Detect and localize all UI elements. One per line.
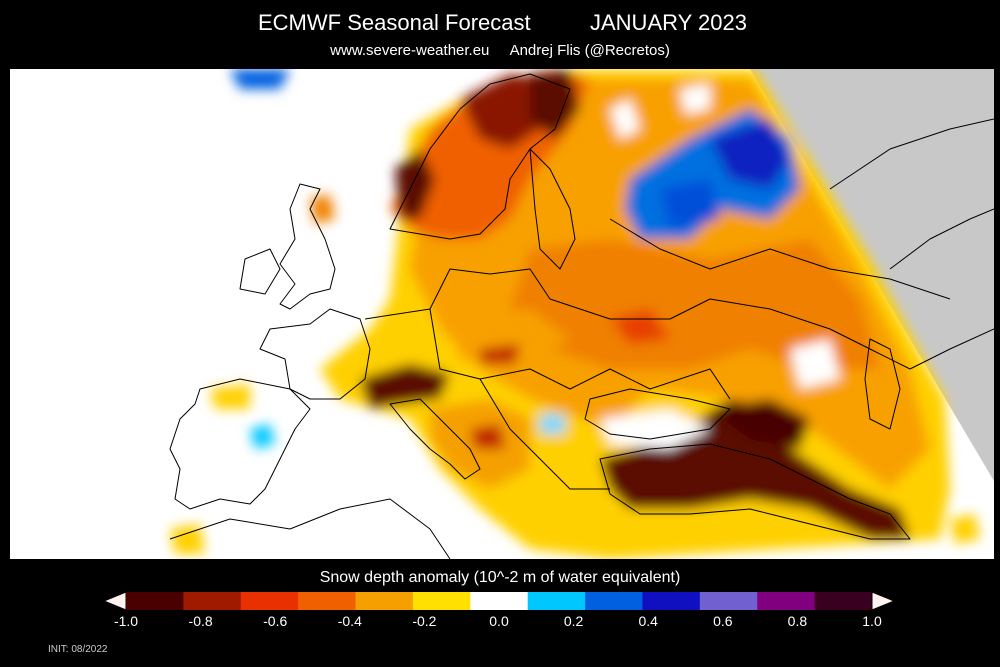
colorbar-right-arrow xyxy=(871,591,896,611)
forecast-month: JANUARY 2023 xyxy=(590,10,747,35)
colorbar-cell xyxy=(412,592,471,610)
legend-title: Snow depth anomaly (10^-2 m of water equ… xyxy=(319,569,681,586)
coastlines-borders xyxy=(169,73,994,559)
colorbar-cells xyxy=(126,592,873,610)
init-date: INIT: 08/2022 xyxy=(48,644,108,655)
snow-anomaly-map xyxy=(10,69,994,559)
colorbar-tick-label: -0.8 xyxy=(188,613,213,629)
colorbar-cell xyxy=(757,592,816,610)
site-url[interactable]: www.severe-weather.eu xyxy=(330,42,490,59)
colorbar-tick-label: 0.4 xyxy=(638,613,658,629)
colorbar-cell xyxy=(183,592,242,610)
title-bar: ECMWF Seasonal Forecast JANUARY 2023 xyxy=(0,10,1000,38)
map-title: ECMWF Seasonal Forecast xyxy=(258,10,531,35)
credits-line: www.severe-weather.eu Andrej Flis (@Recr… xyxy=(0,42,1000,59)
colorbar-cell xyxy=(527,592,586,610)
colorbar-cell xyxy=(699,592,758,610)
colorbar-ticks: -1.0 -0.8 -0.6 -0.4 -0.2 0.0 0.2 0.4 0.6 0.8 1.0 xyxy=(0,613,1000,633)
colorbar-tick-label: -1.0 xyxy=(113,613,139,629)
colorbar-cell xyxy=(126,592,184,610)
colorbar-cell xyxy=(642,592,701,610)
colorbar-tick-label: -0.4 xyxy=(337,613,362,629)
colorbar-cell xyxy=(814,592,873,610)
colorbar-left-arrow xyxy=(102,591,127,611)
colorbar-tick-label: 0.0 xyxy=(489,613,509,629)
colorbar-cell xyxy=(585,592,643,610)
colorbar-tick-label: -0.2 xyxy=(412,613,437,629)
author-credit: Andrej Flis (@Recretos) xyxy=(509,42,670,59)
colorbar xyxy=(102,591,896,611)
colorbar-tick-label: 0.8 xyxy=(787,613,808,629)
colorbar-tick-label: -0.6 xyxy=(263,613,288,629)
colorbar-tick-label: 0.6 xyxy=(713,613,733,629)
colorbar-cell xyxy=(298,592,357,610)
colorbar-tick-label: 1.0 xyxy=(862,613,882,629)
colorbar-tick-label: 0.2 xyxy=(563,613,584,629)
colorbar-cell xyxy=(355,592,414,610)
colorbar-cell xyxy=(240,592,299,610)
colorbar-cell xyxy=(470,592,529,610)
